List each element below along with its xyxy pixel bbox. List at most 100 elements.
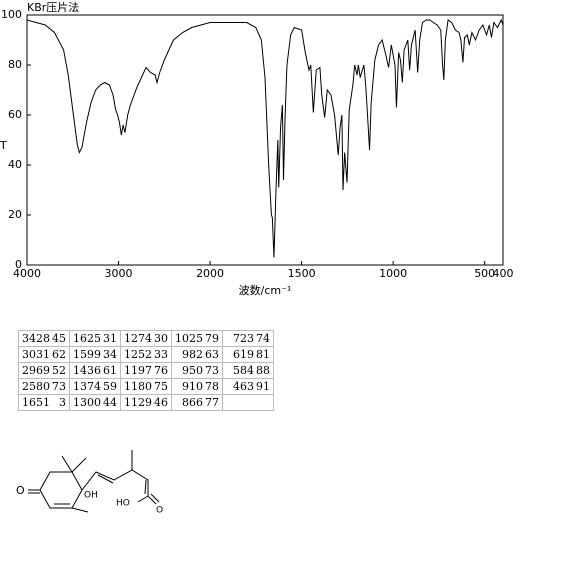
- wavenumber: 1436: [73, 364, 101, 377]
- table-cell: 619 81: [222, 346, 274, 363]
- y-tick-label: 0: [15, 258, 22, 271]
- y-tick-label: 20: [8, 208, 22, 221]
- wavenumber: 1599: [73, 348, 101, 361]
- table-cell: 1274 30: [120, 330, 172, 347]
- table-cell: 3031 62: [18, 346, 70, 363]
- table-cell: 1180 75: [120, 378, 172, 395]
- table-cell: 1651 3: [18, 394, 70, 411]
- table-cell: 982 63: [171, 346, 223, 363]
- transmittance: 88: [256, 364, 270, 377]
- table-cell: 1197 76: [120, 362, 172, 379]
- table-cell: 1436 61: [69, 362, 121, 379]
- transmittance: 81: [256, 348, 270, 361]
- transmittance: 30: [154, 332, 168, 345]
- atom-label: O: [156, 506, 163, 516]
- table-cell: 2580 73: [18, 378, 70, 395]
- transmittance: 61: [103, 364, 117, 377]
- wavenumber: 3428: [22, 332, 50, 345]
- table-cell: 1252 33: [120, 346, 172, 363]
- peak-table: 3428 45 1625 31 1274 30 1025 79 723 74 3031 62 1599 3…: [18, 330, 274, 411]
- wavenumber: 982: [182, 348, 203, 361]
- table-cell: 463 91: [222, 378, 274, 395]
- table-cell: 584 88: [222, 362, 274, 379]
- x-axis-label: 波数/cm⁻¹: [239, 284, 292, 297]
- table-row: 3031 62 1599 34 1252 33 982 63 619 81: [18, 346, 274, 363]
- wavenumber: 1374: [73, 380, 101, 393]
- transmittance: 76: [154, 364, 168, 377]
- atom-label: O: [16, 484, 25, 497]
- table-cell: 2969 52: [18, 362, 70, 379]
- x-tick-label: 1000: [379, 267, 407, 280]
- x-tick-label: 4000: [13, 267, 41, 280]
- transmittance: 31: [103, 332, 117, 345]
- table-cell: 1025 79: [171, 330, 223, 347]
- transmittance: 52: [52, 364, 66, 377]
- y-tick-label: 100: [1, 8, 22, 21]
- table-cell: 1129 46: [120, 394, 172, 411]
- wavenumber: 2969: [22, 364, 50, 377]
- transmittance: 3: [59, 396, 66, 409]
- wavenumber: 3031: [22, 348, 50, 361]
- wavenumber: 1252: [124, 348, 152, 361]
- table-cell: 1599 34: [69, 346, 121, 363]
- y-tick-label: 40: [8, 158, 22, 171]
- atom-label: OH: [84, 491, 98, 501]
- wavenumber: 584: [233, 364, 254, 377]
- transmittance: 59: [103, 380, 117, 393]
- transmittance: 34: [103, 348, 117, 361]
- table-cell: 950 73: [171, 362, 223, 379]
- x-tick-label: 400: [493, 267, 514, 280]
- x-tick-label: 2000: [196, 267, 224, 280]
- table-cell: 3428 45: [18, 330, 70, 347]
- wavenumber: 1180: [124, 380, 152, 393]
- table-row: 3428 45 1625 31 1274 30 1025 79 723 74: [18, 330, 274, 347]
- wavenumber: 1651: [22, 396, 50, 409]
- transmittance: 63: [205, 348, 219, 361]
- wavenumber: 1129: [124, 396, 152, 409]
- table-row: 2580 73 1374 59 1180 75 910 78 463 91: [18, 378, 274, 395]
- x-tick-label: 3000: [105, 267, 133, 280]
- wavenumber: 1300: [73, 396, 101, 409]
- transmittance: 78: [205, 380, 219, 393]
- table-cell: 1625 31: [69, 330, 121, 347]
- transmittance: 62: [52, 348, 66, 361]
- wavenumber: 866: [182, 396, 203, 409]
- transmittance: 79: [205, 332, 219, 345]
- transmittance: 74: [256, 332, 270, 345]
- transmittance: 75: [154, 380, 168, 393]
- transmittance: 73: [205, 364, 219, 377]
- wavenumber: 1274: [124, 332, 152, 345]
- wavenumber: 1197: [124, 364, 152, 377]
- wavenumber: 619: [233, 348, 254, 361]
- x-tick-label: 500: [474, 267, 495, 280]
- atom-label: HO: [116, 499, 130, 509]
- x-tick-label: 1500: [288, 267, 316, 280]
- bonds: [28, 450, 160, 513]
- y-tick-label: 60: [8, 108, 22, 121]
- table-row: 2969 52 1436 61 1197 76 950 73 584 88: [18, 362, 274, 379]
- chart: KBr压片法 T 波数/cm⁻¹ 0 20 40 60 80 100 4000 3000 200…: [0, 0, 514, 297]
- structure: O OH HO O: [16, 450, 163, 516]
- table-cell: 723 74: [222, 330, 274, 347]
- transmittance: 33: [154, 348, 168, 361]
- wavenumber: 1625: [73, 332, 101, 345]
- wavenumber: 950: [182, 364, 203, 377]
- wavenumber: 910: [182, 380, 203, 393]
- table-cell: 910 78: [171, 378, 223, 395]
- y-axis-label: T: [0, 139, 7, 152]
- transmittance: 45: [52, 332, 66, 345]
- table-cell: [222, 394, 274, 411]
- wavenumber: 723: [233, 332, 254, 345]
- y-tick-label: 80: [8, 58, 22, 71]
- transmittance: 73: [52, 380, 66, 393]
- table-cell: 866 77: [171, 394, 223, 411]
- plot-frame: [26, 14, 504, 266]
- wavenumber: 463: [233, 380, 254, 393]
- transmittance: 77: [205, 396, 219, 409]
- table-cell: 1300 44: [69, 394, 121, 411]
- table-row: 1651 3 1300 44 1129 46 866 77: [18, 394, 274, 411]
- chart-title: KBr压片法: [27, 0, 79, 14]
- wavenumber: 1025: [175, 332, 203, 345]
- transmittance: 46: [154, 396, 168, 409]
